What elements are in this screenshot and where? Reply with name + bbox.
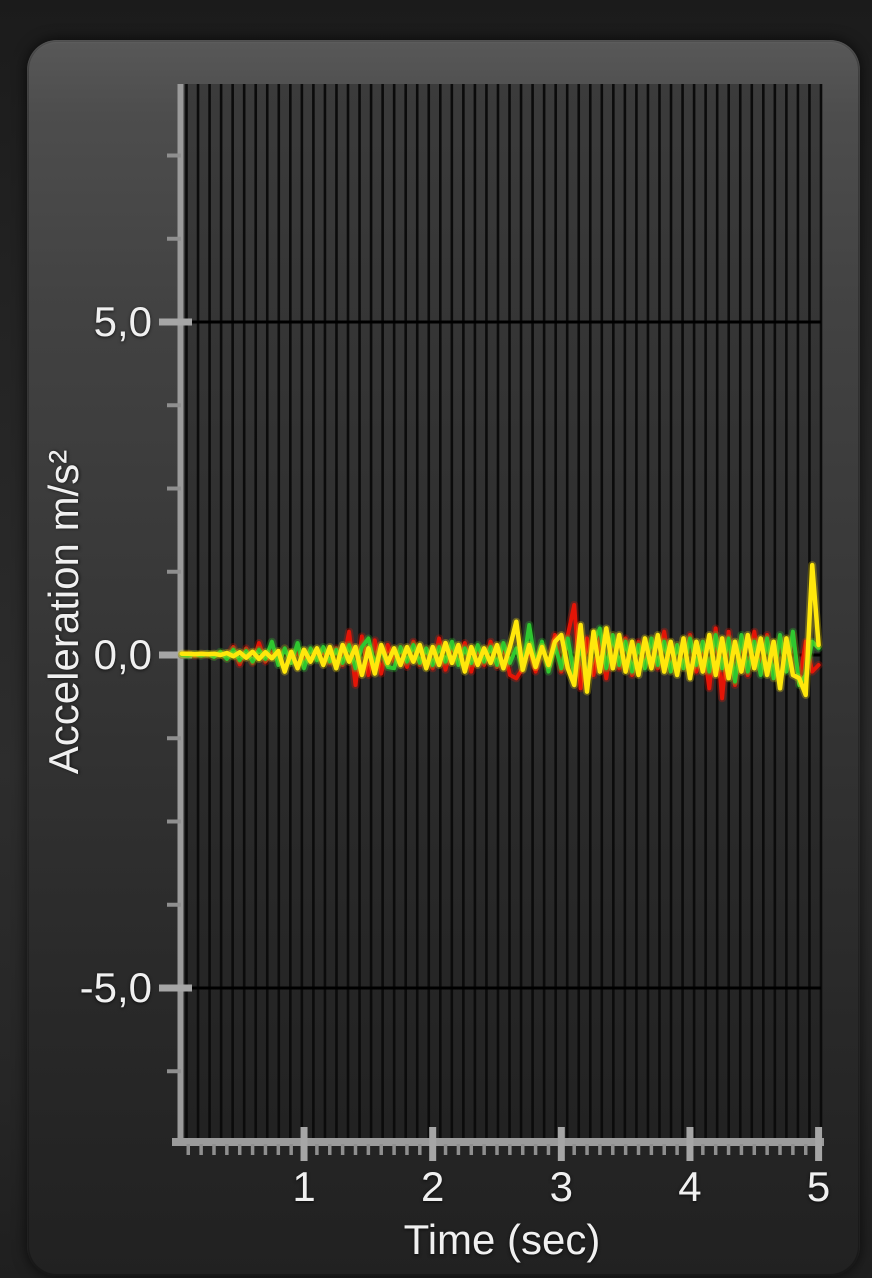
y-tick-label: -5,0 — [79, 964, 152, 1011]
axes — [172, 84, 824, 1146]
y-tick-label: 0,0 — [93, 631, 152, 678]
x-tick-label: 3 — [549, 1163, 573, 1210]
x-tick-label: 1 — [292, 1163, 316, 1210]
x-tick-label: 5 — [806, 1163, 831, 1210]
series-traces — [177, 561, 823, 703]
x-tick-label: 4 — [678, 1163, 702, 1210]
series-yellow-line — [179, 562, 821, 698]
vertical-gridlines — [185, 84, 823, 1138]
x-axis-title: Time (sec) — [403, 1216, 601, 1263]
tick-marks — [159, 153, 823, 1161]
x-tick-label: 2 — [420, 1163, 445, 1210]
y-tick-label: 5,0 — [93, 298, 152, 345]
y-axis-title: Acceleration m/s² — [40, 449, 87, 775]
